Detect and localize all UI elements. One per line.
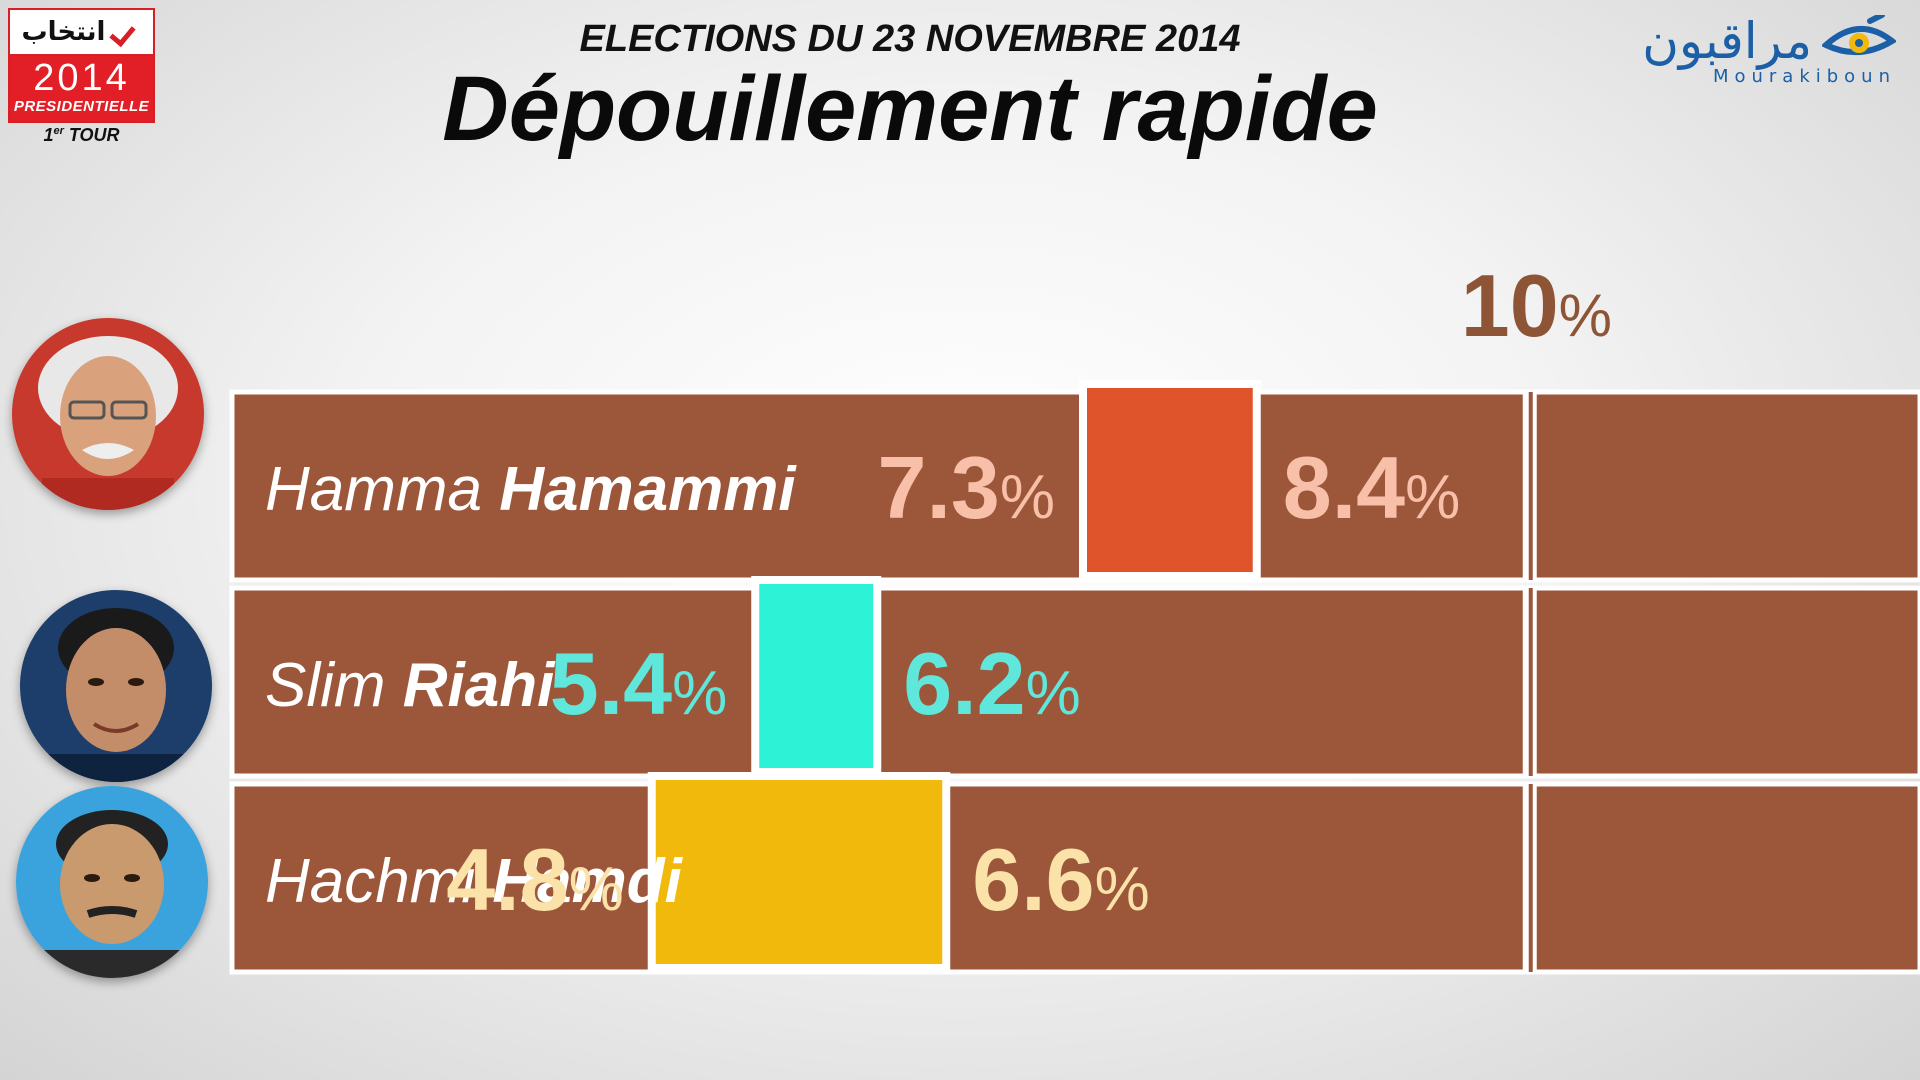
tick-line-inner-riahi bbox=[1528, 588, 1533, 776]
candidate-name-hamdi: Hachmi Hamdi bbox=[265, 847, 684, 916]
badge-label: PRESIDENTIELLE bbox=[13, 98, 150, 115]
badge-header: انتخاب bbox=[8, 8, 155, 54]
high-label-riahi: 6.2% bbox=[903, 634, 1080, 733]
bar-riahi bbox=[229, 585, 1920, 779]
bar-hamdi bbox=[229, 781, 1920, 975]
logo-arabic: مراقبون bbox=[1642, 12, 1812, 70]
avatar-hachmi-hamdi bbox=[16, 786, 208, 978]
high-label-hamdi: 6.6% bbox=[972, 830, 1149, 929]
range-box-hamdi bbox=[647, 772, 951, 972]
chart-subtitle: ELECTIONS DU 23 NOVEMBRE 2014 bbox=[579, 18, 1241, 60]
avatar-hamma-hamammi bbox=[12, 318, 204, 510]
header: ELECTIONS DU 23 NOVEMBRE 2014 Dépouillem… bbox=[0, 18, 1920, 157]
eye-icon bbox=[1822, 15, 1896, 56]
logo-latin: Mourakiboun bbox=[1712, 66, 1896, 87]
range-box-riahi bbox=[751, 576, 882, 776]
badge-red-block: 2014 PRESIDENTIELLE bbox=[8, 54, 155, 123]
tick-unit: % bbox=[1558, 282, 1612, 349]
high-label-hamammi: 8.4% bbox=[1283, 438, 1460, 537]
badge-round-text: TOUR bbox=[68, 125, 120, 145]
candidate-name-hamammi: Hamma Hamammi bbox=[265, 455, 797, 524]
range-box-hamammi bbox=[1079, 380, 1261, 580]
tick-value: 10 bbox=[1460, 256, 1559, 355]
candidate-name-riahi: Slim Riahi bbox=[265, 651, 556, 720]
bar-hamammi bbox=[229, 389, 1920, 583]
tick-line-inner-hamammi bbox=[1528, 392, 1533, 580]
election-badge: انتخاب 2014 PRESIDENTIELLE 1er TOUR bbox=[8, 8, 155, 146]
low-label-hamdi: 4.8% bbox=[446, 830, 623, 929]
avatar-slim-riahi bbox=[20, 590, 212, 782]
badge-round-num: 1 bbox=[43, 125, 54, 145]
low-label-riahi: 5.4% bbox=[550, 634, 727, 733]
tick-label-10: 10% bbox=[1461, 262, 1612, 350]
low-label-hamammi: 7.3% bbox=[878, 438, 1055, 537]
badge-year: 2014 bbox=[33, 57, 130, 99]
tick-line-inner-hamdi bbox=[1528, 784, 1533, 972]
chart-title: Dépouillement rapide bbox=[442, 58, 1378, 160]
badge-round-sup: er bbox=[53, 125, 64, 137]
badge-round: 1er TOUR bbox=[8, 125, 155, 146]
badge-arabic-text: انتخاب bbox=[21, 17, 106, 47]
mourakiboun-logo: مراقبون Mourakiboun bbox=[1586, 12, 1896, 87]
